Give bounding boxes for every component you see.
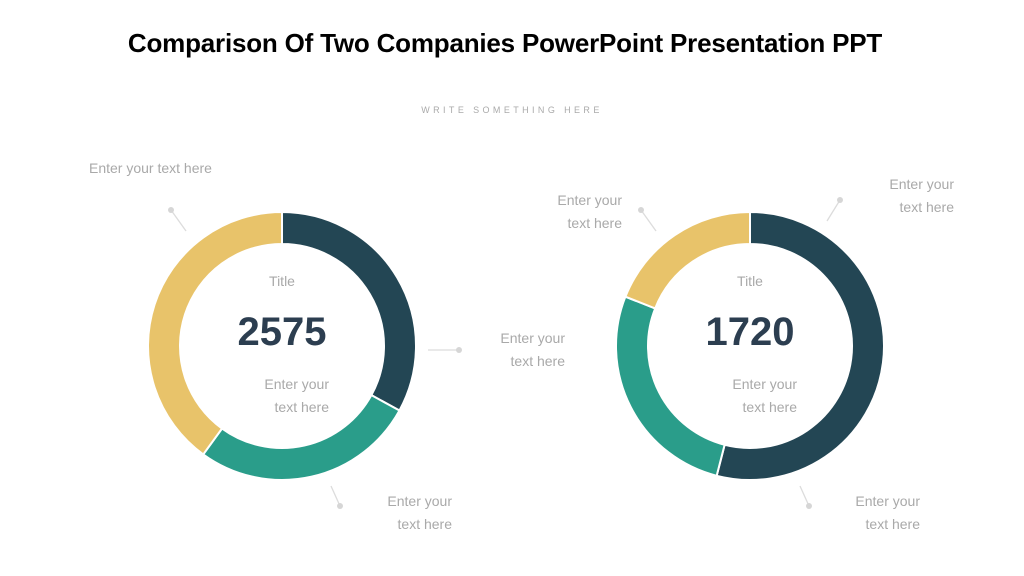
right-chart-value: 1720: [705, 310, 795, 354]
leader-dot: [337, 503, 343, 509]
leader-dot: [168, 207, 174, 213]
leader-dot: [638, 207, 644, 213]
leader-lines: [168, 197, 843, 509]
left-donut-chart: [147, 210, 417, 481]
donut-segment-yellow: [624, 210, 751, 310]
left-chart-title: Title: [269, 273, 295, 289]
left-label-top: Enter your text here: [89, 160, 212, 176]
leader-line-right-topleft: [640, 209, 657, 232]
right-chart-title: Title: [737, 273, 763, 289]
left-chart-desc: Enter your text here: [264, 376, 329, 415]
slide-title: Comparison Of Two Companies PowerPoint P…: [127, 28, 883, 58]
leader-line-right-bottom: [799, 485, 810, 507]
leader-line-right-topright: [826, 199, 841, 222]
leader-dot: [837, 197, 843, 203]
slide-subtitle: WRITE SOMETHING HERE: [421, 105, 603, 115]
leader-dot: [806, 503, 812, 509]
left-label-right: Enter your text here: [500, 330, 565, 369]
right-label-top-right: Enter your text here: [889, 176, 954, 215]
right-label-bottom: Enter your text here: [855, 493, 920, 532]
right-label-top-left: Enter your text here: [557, 192, 622, 231]
leader-line-left-bottom: [330, 485, 341, 507]
right-donut-chart: [615, 210, 885, 481]
donut-segment-yellow: [147, 210, 283, 456]
left-chart-value: 2575: [237, 310, 327, 354]
left-label-bottom: Enter your text here: [387, 493, 452, 532]
leader-dot: [456, 347, 462, 353]
right-chart-desc: Enter your text here: [732, 376, 797, 415]
leader-line-left-top: [170, 209, 187, 232]
donut-segment-dark: [715, 210, 885, 481]
